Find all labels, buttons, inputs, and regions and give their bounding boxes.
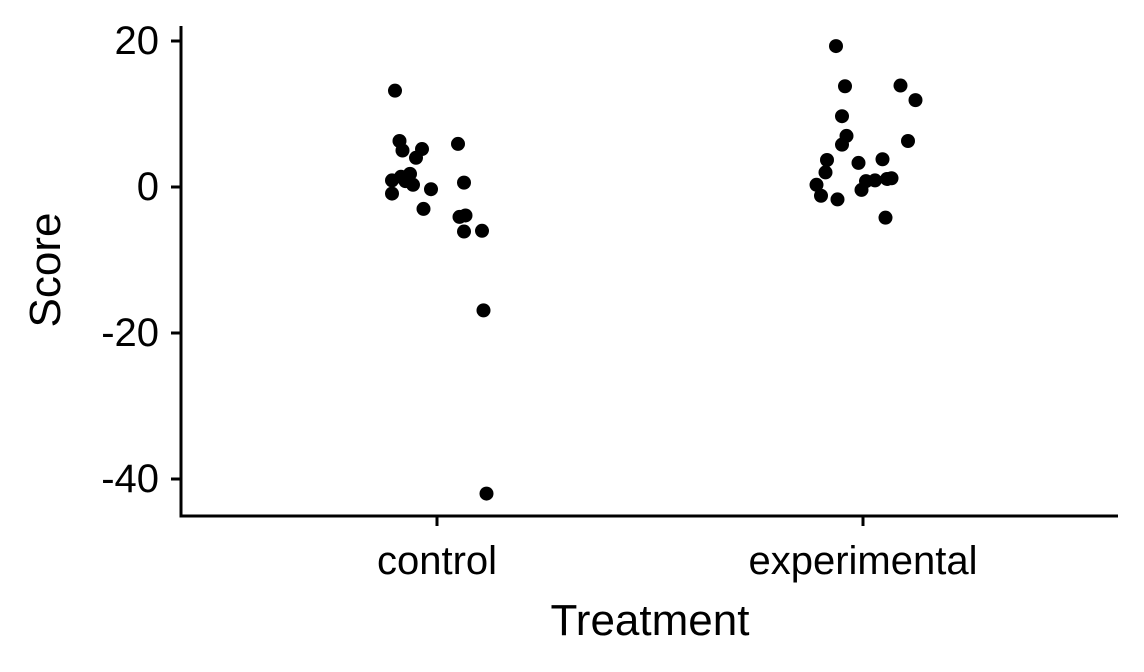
- data-point-control-3: [395, 143, 410, 158]
- data-point-control-1: [388, 83, 402, 98]
- data-point-experimental-4: [908, 93, 923, 108]
- y-tick-label: -20: [101, 311, 159, 355]
- data-point-control-11: [406, 177, 420, 192]
- data-point-control-15: [416, 201, 431, 216]
- data-point-control-21: [479, 486, 494, 501]
- data-point-experimental-16: [884, 171, 899, 186]
- data-point-experimental-10: [851, 155, 866, 170]
- data-point-control-20: [476, 303, 491, 318]
- data-point-experimental-18: [854, 182, 869, 197]
- y-axis: 20 0 -20 -40: [101, 19, 183, 518]
- x-axis-title: Treatment: [551, 596, 750, 645]
- data-point-control-13: [424, 182, 438, 197]
- data-point-experimental-3: [893, 78, 908, 93]
- data-point-experimental-8: [835, 137, 849, 152]
- data-point-experimental-21: [878, 210, 893, 225]
- data-point-experimental-12: [818, 165, 833, 180]
- x-axis: control experimental: [179, 514, 1118, 583]
- data-point-control-6: [451, 136, 465, 151]
- data-point-experimental-2: [838, 79, 852, 94]
- data-point-experimental-17: [809, 177, 824, 192]
- data-point-experimental-1: [829, 39, 843, 54]
- data-point-experimental-19: [814, 188, 828, 203]
- data-points: [385, 39, 923, 501]
- x-tick-label-experimental: experimental: [748, 539, 977, 583]
- data-point-experimental-7: [901, 134, 915, 149]
- data-point-control-9: [385, 173, 399, 188]
- data-point-control-18: [457, 224, 471, 239]
- y-axis-title: Score: [21, 213, 70, 328]
- data-point-control-17: [458, 208, 473, 223]
- data-point-control-19: [475, 223, 489, 238]
- data-point-experimental-9: [820, 152, 834, 167]
- data-point-control-14: [385, 186, 399, 201]
- data-point-experimental-5: [835, 109, 849, 124]
- data-point-experimental-14: [868, 173, 882, 188]
- data-point-experimental-20: [830, 192, 845, 207]
- data-point-control-12: [457, 175, 471, 190]
- data-point-control-5: [409, 150, 423, 165]
- y-tick-label: 0: [137, 165, 159, 209]
- data-point-experimental-11: [875, 152, 890, 167]
- y-tick-label: -40: [101, 457, 159, 501]
- y-tick-label: 20: [115, 19, 160, 63]
- x-tick-label-control: control: [377, 539, 497, 583]
